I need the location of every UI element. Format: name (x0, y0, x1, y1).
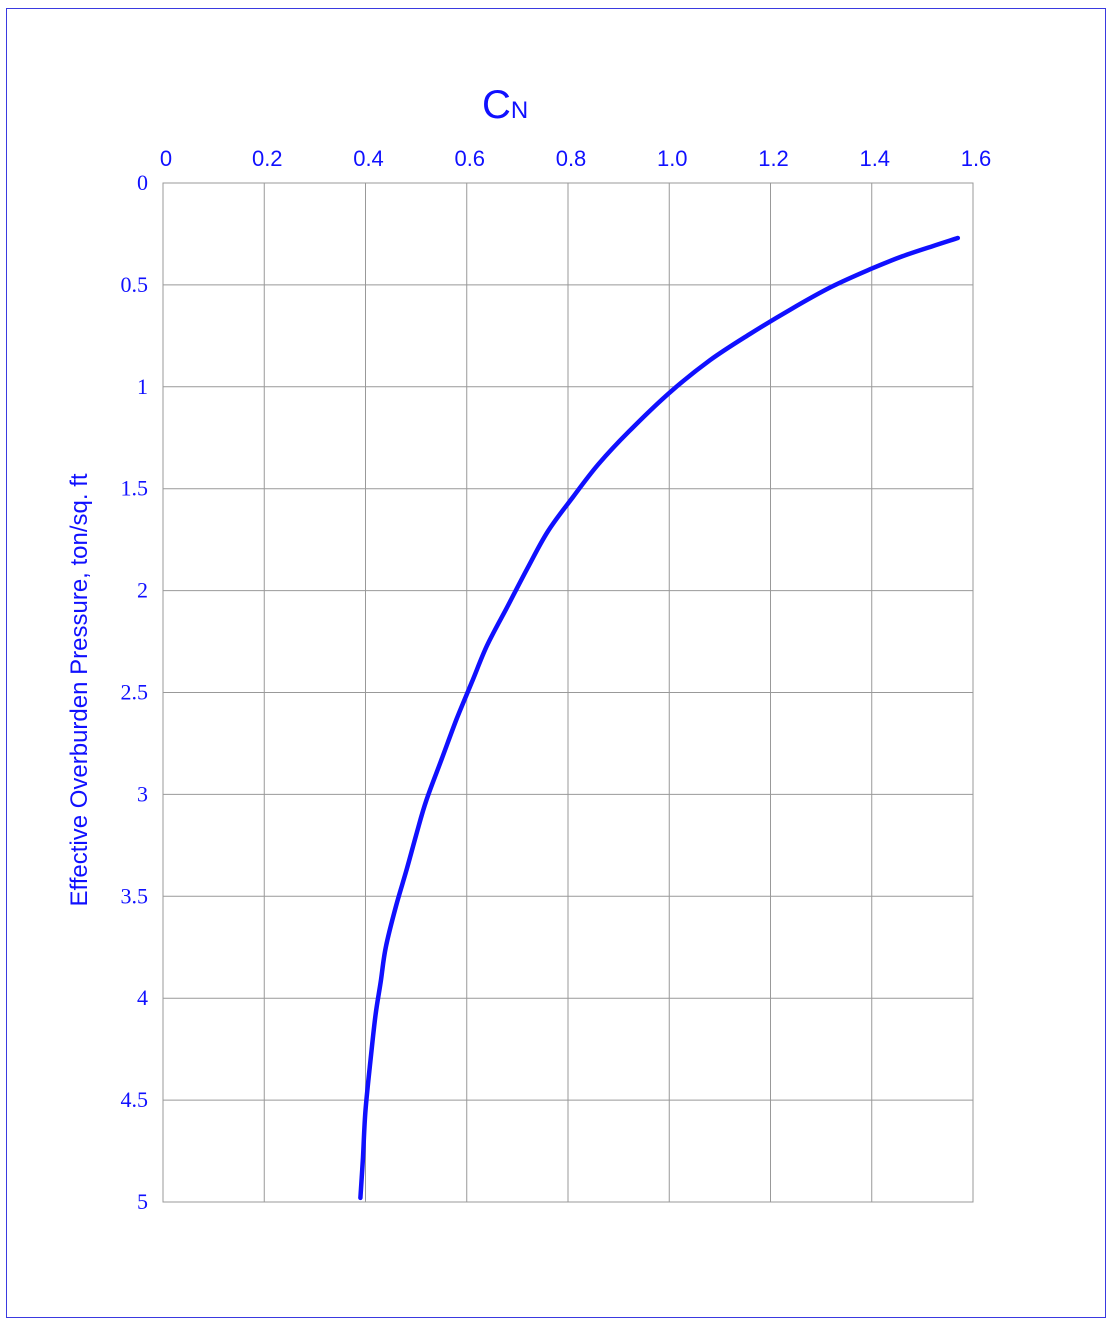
y-tick-label: 4 (137, 985, 148, 1010)
y-axis-ticks: 0 0.5 1 1.5 2 2.5 3 3.5 4 4.5 5 (121, 170, 149, 1214)
plot-frame (162, 182, 974, 1203)
series-line (358, 235, 961, 1201)
y-tick-label: 0.5 (121, 272, 149, 297)
x-tick-label: 0.2 (252, 146, 283, 171)
y-axis-title: Effective Overburden Pressure, ton/sq. f… (66, 473, 93, 906)
y-tick-label: 5 (137, 1189, 148, 1214)
y-tick-label: 1.5 (121, 476, 149, 501)
x-tick-label: 1.6 (961, 146, 992, 171)
y-tick-label: 3 (137, 781, 148, 806)
x-tick-label: 0.4 (353, 146, 384, 171)
x-tick-label: 0.8 (556, 146, 587, 171)
x-tick-label: 0.6 (454, 146, 485, 171)
y-tick-label: 2 (137, 578, 148, 603)
x-axis-title-subscript: N (511, 97, 528, 124)
y-tick-label: 2.5 (121, 680, 149, 705)
y-tick-label: 1 (137, 374, 148, 399)
y-tick-label: 3.5 (121, 883, 149, 908)
x-axis-ticks: 0 0.2 0.4 0.6 0.8 1.0 1.2 1.4 1.6 (160, 146, 991, 171)
series-layer (358, 235, 961, 1201)
y-tick-label: 4.5 (121, 1087, 149, 1112)
x-axis-title: CN (482, 83, 528, 127)
x-tick-label: 1.4 (859, 146, 890, 171)
y-tick-label: 0 (137, 170, 148, 195)
x-tick-label: 1.2 (758, 146, 789, 171)
x-tick-label: 0 (160, 146, 172, 171)
grid (163, 183, 973, 1202)
x-axis-title-main: C (482, 83, 511, 127)
x-tick-label: 1.0 (657, 146, 688, 171)
